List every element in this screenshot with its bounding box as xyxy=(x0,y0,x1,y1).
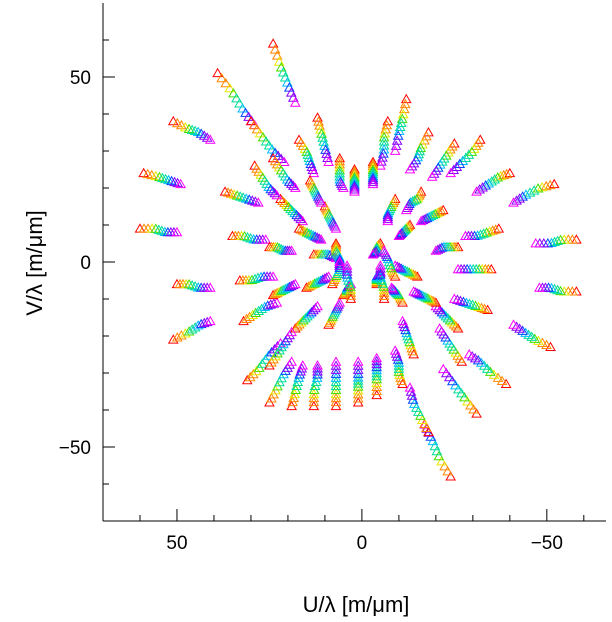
uv-point-marker xyxy=(139,169,148,177)
y-axis-title: V/λ [m/μm] xyxy=(22,210,47,316)
y-tick-label: −50 xyxy=(59,438,91,459)
y-tick-label: 0 xyxy=(80,253,91,274)
data-marks xyxy=(135,39,580,480)
uv-point-marker xyxy=(550,180,559,188)
uv-point-marker xyxy=(243,376,252,384)
y-tick-label: 50 xyxy=(70,68,91,89)
uv-point-marker xyxy=(269,39,278,47)
uv-point-marker xyxy=(280,158,289,166)
x-tick-label: −50 xyxy=(531,533,563,554)
uv-point-marker xyxy=(391,147,400,155)
uv-point-marker xyxy=(380,295,389,303)
uv-point-marker xyxy=(437,457,446,465)
uv-point-marker xyxy=(271,45,280,53)
uv-point-marker xyxy=(291,98,300,106)
x-tick-label: 50 xyxy=(166,533,187,554)
uv-point-marker xyxy=(446,169,455,177)
plot-frame xyxy=(103,3,606,521)
x-axis-title: U/λ [m/μm] xyxy=(303,592,410,617)
uv-point-marker xyxy=(273,51,282,59)
x-tick-label: 0 xyxy=(357,533,368,554)
